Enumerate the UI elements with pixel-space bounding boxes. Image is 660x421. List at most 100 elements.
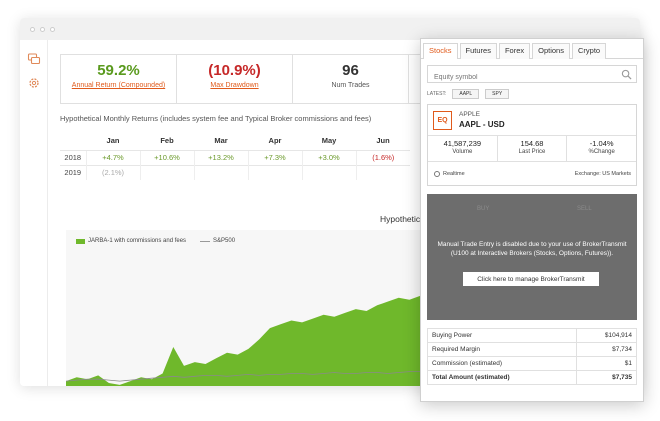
- row-value: $7,734: [576, 342, 637, 357]
- latest-label: LATEST:: [427, 91, 447, 97]
- row-value: $7,735: [576, 370, 637, 385]
- max-drawdown-stat: (10.9%) Max Drawdown: [177, 55, 293, 103]
- return-cell: +3.0%: [301, 149, 356, 165]
- ghost-buy-button: BUY: [477, 206, 490, 212]
- window-dot: [30, 27, 35, 32]
- max-drawdown-value: (10.9%): [208, 62, 261, 79]
- return-cell: [301, 164, 356, 180]
- legend-swatch-strategy: [76, 238, 85, 244]
- table-row: Commission (estimated) $1: [427, 356, 637, 371]
- tab-crypto[interactable]: Crypto: [571, 43, 607, 59]
- num-trades-value: 96: [342, 62, 359, 79]
- change-value: -1.04%: [589, 139, 614, 148]
- row-value: $1: [576, 356, 637, 371]
- month-header: Mar: [214, 136, 228, 146]
- overlay-message: Manual Trade Entry is disabled due to yo…: [437, 241, 627, 257]
- legend-swatch-benchmark: [200, 240, 211, 242]
- chart-legend: JARBA-1 with commissions and fees S&P500: [76, 238, 235, 244]
- legend-label-strategy[interactable]: JARBA-1 with commissions and fees: [88, 238, 187, 244]
- main-content: 59.2% Annual Return (Compounded) (10.9%)…: [60, 54, 640, 386]
- chart-title: Hypothetical Pe: [380, 214, 440, 224]
- monthly-returns-table: Jan Feb Mar Apr May Jun 2018 +4.7% +10.6…: [60, 132, 410, 180]
- num-trades-stat: 96 Num Trades: [293, 55, 409, 103]
- return-cell: [139, 164, 194, 180]
- return-cell: [193, 164, 248, 180]
- return-cell: (2.1%): [85, 164, 140, 180]
- return-cell: +7.3%: [247, 149, 302, 165]
- year-cell: 2018: [60, 149, 86, 165]
- symbol-label: AAPL - USD: [459, 120, 505, 129]
- quote-card: EQ APPLE AAPL - USD 41,587,239 Volume 15…: [427, 104, 637, 186]
- row-label: Buying Power: [427, 328, 577, 343]
- quote-metrics: 41,587,239 Volume 154.68 Last Price -1.0…: [428, 135, 636, 161]
- latest-chip-spy[interactable]: SPY: [485, 89, 510, 99]
- num-trades-label: Num Trades: [331, 82, 370, 89]
- table-row: 2019 (2.1%): [60, 164, 410, 180]
- search-icon[interactable]: [621, 69, 632, 80]
- month-header: May: [321, 136, 337, 146]
- row-label: Required Margin: [427, 342, 577, 357]
- window-dot: [50, 27, 55, 32]
- equity-badge: EQ: [433, 111, 452, 130]
- quote-footer: Realtime Exchange: US Markets: [428, 161, 636, 186]
- chat-icon[interactable]: [27, 52, 41, 66]
- strategy-area-series: [66, 276, 506, 386]
- return-cell: (1.6%): [355, 149, 410, 165]
- divider: [428, 135, 636, 136]
- return-cell: +13.2%: [193, 149, 248, 165]
- exchange-label: Exchange: US Markets: [574, 171, 631, 177]
- performance-chart: JARBA-1 with commissions and fees S&P500: [65, 230, 507, 386]
- left-rail: [20, 40, 48, 386]
- asset-tabs: Stocks Futures Forex Options Crypto: [421, 39, 643, 59]
- volume-metric: 41,587,239 Volume: [428, 135, 498, 161]
- equity-symbol-input[interactable]: [428, 69, 636, 86]
- trade-panel: Stocks Futures Forex Options Crypto LATE…: [420, 38, 644, 402]
- return-cell: +10.6%: [139, 149, 194, 165]
- year-header: [60, 132, 86, 150]
- last-price-metric: 154.68 Last Price: [498, 135, 568, 161]
- latest-chip-aapl[interactable]: AAPL: [452, 89, 480, 99]
- table-row: Total Amount (estimated) $7,735: [427, 370, 637, 385]
- monthly-returns-title: Hypothetical Monthly Returns (includes s…: [60, 114, 372, 123]
- volume-value: 41,587,239: [443, 139, 482, 148]
- window-titlebar: [20, 18, 640, 40]
- window-dot: [40, 27, 45, 32]
- month-header: Feb: [160, 136, 174, 146]
- company-name: APPLE: [459, 111, 480, 118]
- tab-futures[interactable]: Futures: [459, 43, 497, 59]
- month-header: Jan: [106, 136, 120, 146]
- row-value: $104,914: [576, 328, 637, 343]
- tab-options[interactable]: Options: [532, 43, 570, 59]
- table-row: Required Margin $7,734: [427, 342, 637, 357]
- disabled-trade-overlay: BUY SELL Manual Trade Entry is disabled …: [427, 194, 637, 320]
- year-cell: 2019: [60, 164, 86, 180]
- realtime-label: Realtime: [443, 171, 465, 177]
- legend-label-benchmark[interactable]: S&P500: [213, 238, 236, 244]
- month-header: Jun: [376, 136, 390, 146]
- change-label: %Change: [588, 149, 615, 155]
- table-row: Buying Power $104,914: [427, 328, 637, 343]
- return-cell: +4.7%: [85, 149, 140, 165]
- annual-return-label[interactable]: Annual Return (Compounded): [71, 82, 166, 89]
- manage-brokertransmit-button[interactable]: Click here to manage BrokerTransmit: [463, 272, 599, 286]
- symbol-search: [427, 65, 637, 86]
- table-row: 2018 +4.7% +10.6% +13.2% +7.3% +3.0% (1.…: [60, 149, 410, 165]
- last-price-value: 154.68: [520, 139, 544, 148]
- tab-forex[interactable]: Forex: [498, 43, 531, 59]
- ghost-sell-button: SELL: [577, 206, 592, 212]
- row-label: Commission (estimated): [427, 356, 577, 371]
- annual-return-value: 59.2%: [97, 62, 140, 79]
- return-cell: [247, 164, 302, 180]
- gear-icon[interactable]: [27, 76, 41, 90]
- latest-symbols: LATEST: AAPL SPY: [427, 89, 643, 99]
- max-drawdown-label[interactable]: Max Drawdown: [210, 82, 259, 89]
- order-summary-table: Buying Power $104,914 Required Margin $7…: [427, 328, 637, 385]
- annual-return-stat: 59.2% Annual Return (Compounded): [61, 55, 177, 103]
- realtime-icon: [434, 171, 440, 177]
- last-price-label: Last Price: [518, 149, 546, 155]
- return-cell: [355, 164, 410, 180]
- row-label: Total Amount (estimated): [427, 370, 577, 385]
- volume-label: Volume: [452, 149, 473, 155]
- tab-stocks[interactable]: Stocks: [423, 43, 458, 59]
- stats-row: 59.2% Annual Return (Compounded) (10.9%)…: [60, 54, 640, 104]
